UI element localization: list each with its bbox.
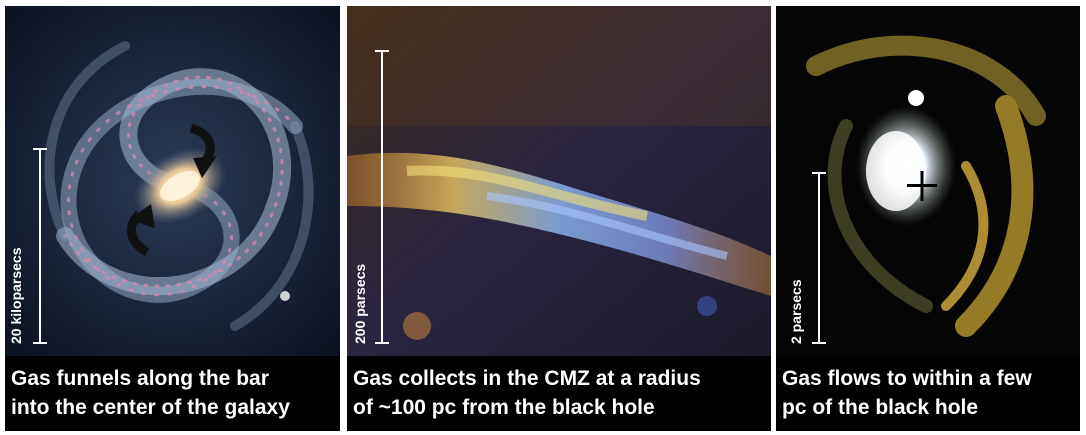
galaxy-illustration: [5, 6, 340, 356]
scale-bar: [375, 50, 389, 344]
cmz-illustration: [347, 6, 771, 356]
caption: Gas flows to within a few pc of the blac…: [776, 356, 1080, 431]
scale-label: 20 kiloparsecs: [8, 247, 24, 344]
black-hole-image: 2 parsecs: [776, 6, 1080, 356]
scale-bar: [33, 148, 47, 344]
curved-arrow-icon: [127, 204, 155, 256]
caption-line: Gas flows to within a few: [782, 367, 1032, 390]
panel-galaxy: 20 kiloparsecs Gas funnels along the bar…: [5, 6, 340, 431]
panel-cmz: 200 parsecs Gas collects in the CMZ at a…: [347, 6, 771, 431]
caption-line: pc of the black hole: [782, 396, 979, 419]
caption-line: Gas funnels along the bar: [11, 367, 269, 390]
galaxy-image: 20 kiloparsecs: [5, 6, 340, 356]
caption: Gas funnels along the bar into the cente…: [5, 356, 340, 431]
scale-bar: [812, 172, 826, 344]
cmz-image: 200 parsecs: [347, 6, 771, 356]
curved-arrow-icon: [189, 123, 217, 178]
scale-label: 2 parsecs: [788, 279, 804, 344]
scale-label: 200 parsecs: [352, 263, 368, 344]
panel-black-hole: 2 parsecs Gas flows to within a few pc o…: [776, 6, 1080, 431]
plus-marker-icon: [907, 171, 937, 201]
caption-line: of ~100 pc from the black hole: [353, 396, 655, 419]
black-hole-illustration: [776, 6, 1080, 356]
caption: Gas collects in the CMZ at a radius of ~…: [347, 356, 771, 431]
caption-line: into the center of the galaxy: [11, 396, 290, 419]
caption-line: Gas collects in the CMZ at a radius: [353, 367, 701, 390]
